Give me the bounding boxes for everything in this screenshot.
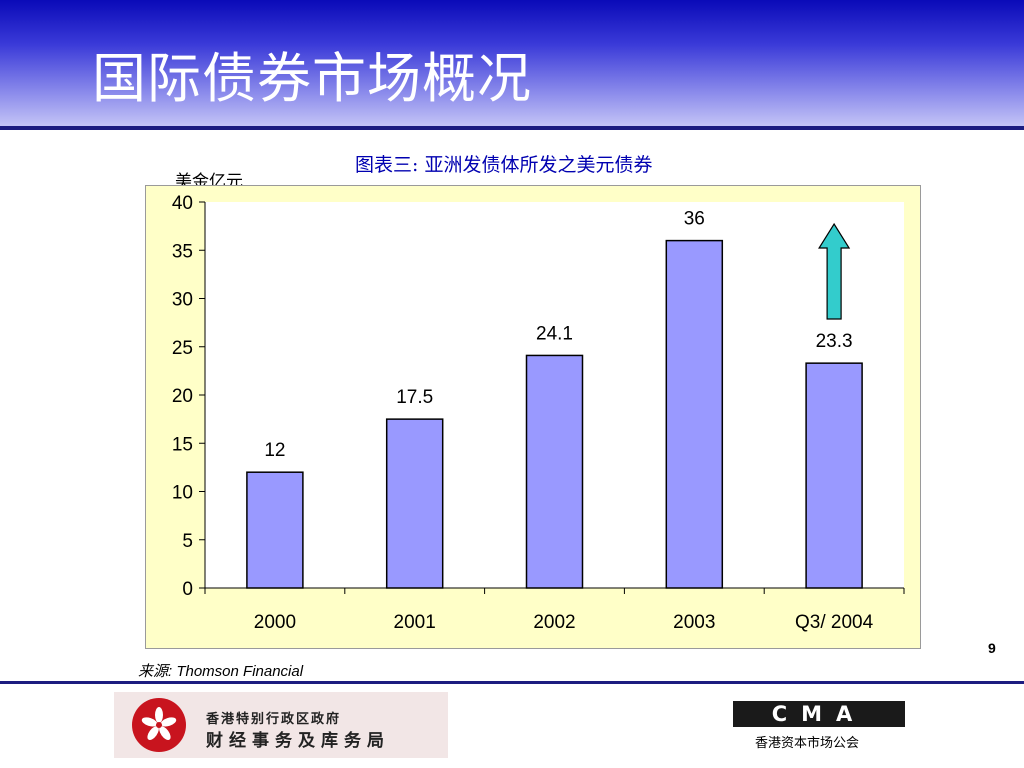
y-tick-label: 35 bbox=[172, 241, 193, 262]
y-tick-label: 25 bbox=[172, 338, 193, 359]
data-label: 12 bbox=[264, 440, 285, 461]
cma-logo-caption: 香港资本市场公会 bbox=[755, 736, 860, 751]
y-tick-label: 20 bbox=[172, 386, 193, 407]
data-label: 36 bbox=[684, 209, 705, 230]
chart-title: 图表三: 亚洲发债体所发之美元债券 bbox=[355, 154, 653, 176]
up-arrow-icon bbox=[818, 222, 851, 320]
x-tick-label: 2003 bbox=[673, 612, 715, 633]
cma-logo: CMA bbox=[733, 701, 905, 727]
data-label: 17.5 bbox=[396, 387, 433, 408]
bar bbox=[525, 354, 584, 589]
x-tick-label: Q3/ 2004 bbox=[795, 612, 874, 633]
x-tick-label: 2002 bbox=[533, 612, 575, 633]
bar bbox=[805, 362, 863, 589]
chart-area: 0 5 10 15 20 25 30 35 40 12 2000 17.5 2001 24.1 2002 36… bbox=[145, 185, 921, 649]
x-tick-label: 2001 bbox=[394, 612, 436, 633]
data-label: 24.1 bbox=[536, 323, 573, 344]
hksar-emblem-icon bbox=[132, 698, 186, 752]
data-label: 23.3 bbox=[816, 331, 853, 352]
bar bbox=[385, 418, 444, 589]
footer-divider bbox=[0, 681, 1024, 684]
fstb-logo-line1: 香港特别行政区政府 bbox=[206, 712, 342, 727]
y-tick-label: 0 bbox=[182, 579, 193, 600]
fstb-logo-line2: 财经事务及库务局 bbox=[206, 731, 390, 751]
source-note: 来源: Thomson Financial bbox=[138, 663, 304, 680]
y-tick-label: 40 bbox=[172, 193, 193, 214]
bar bbox=[246, 471, 304, 589]
y-tick-label: 10 bbox=[172, 483, 193, 504]
bar-chart: 0 5 10 15 20 25 30 35 40 12 2000 17.5 2001 24.1 2002 36… bbox=[172, 193, 905, 633]
y-tick-label: 5 bbox=[182, 531, 193, 552]
bar bbox=[665, 239, 724, 589]
y-tick-label: 15 bbox=[172, 434, 193, 455]
y-tick-label: 30 bbox=[172, 290, 193, 311]
header-divider bbox=[0, 126, 1024, 130]
page-number: 9 bbox=[988, 640, 996, 656]
slide-title: 国际债券市场概况 bbox=[92, 47, 532, 110]
x-tick-label: 2000 bbox=[254, 612, 296, 633]
fstb-logo: 香港特别行政区政府 财经事务及库务局 bbox=[114, 692, 448, 758]
cma-logo-mark: CMA bbox=[771, 702, 867, 726]
slide-header bbox=[0, 0, 1024, 126]
